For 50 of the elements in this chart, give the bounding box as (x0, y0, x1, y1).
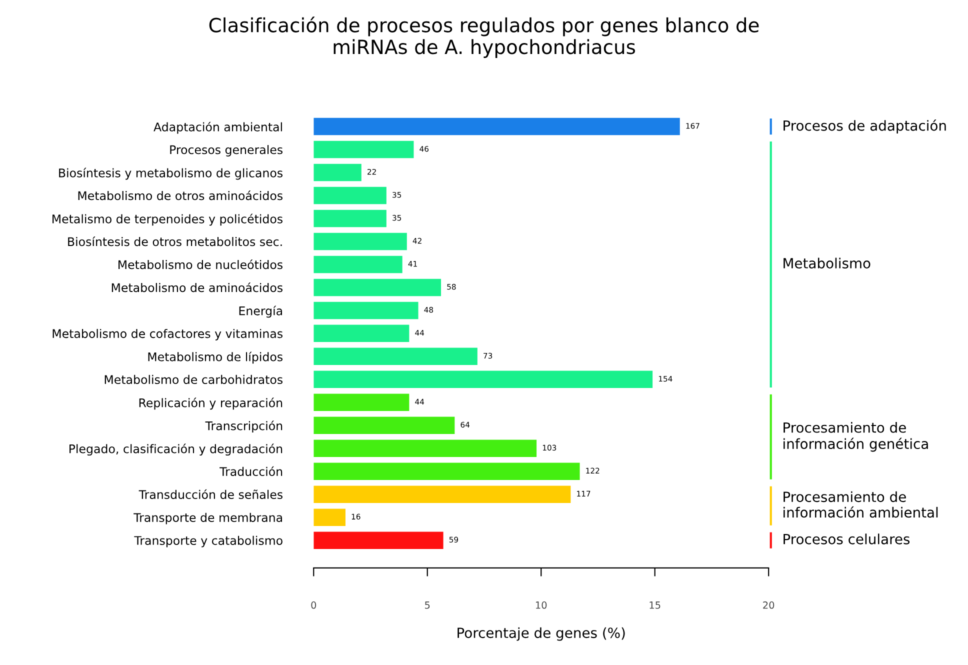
bar (314, 508, 346, 526)
y-tick-label: Transducción de señales (138, 489, 282, 499)
bar (314, 256, 402, 274)
bar (314, 164, 362, 182)
bar (314, 394, 410, 412)
bar (314, 186, 386, 204)
bar (314, 210, 386, 228)
bar (314, 140, 414, 158)
bar (314, 370, 653, 388)
bar (314, 348, 478, 366)
bar (314, 416, 455, 434)
x-tick-label: 15 (650, 602, 660, 609)
y-tick-label: Metabolismo de otros aminoácidos (78, 190, 282, 200)
y-tick-label: Transporte y catabolismo (134, 536, 282, 548)
x-tick-label: 10 (536, 601, 547, 609)
y-tick-label: Metabolismo de carbohidratos (104, 374, 282, 384)
y-tick-label: Replicación y reparación (139, 398, 282, 410)
y-tick-label: Transcripción (205, 420, 282, 433)
y-tick-label: Biosíntesis de otros metabolitos sec. (68, 236, 282, 246)
text: Metabolismo (784, 258, 870, 268)
y-tick-label: Biosíntesis y metabolismo de glicanos (59, 168, 282, 180)
y-tick-label: Plegado, clasificación y degradación (70, 444, 282, 456)
bar (314, 118, 680, 136)
text: Procesos celulares (784, 534, 910, 544)
y-tick-label: Energía (239, 306, 282, 318)
y-tick-label: Metabolismo de nucleótidos (118, 260, 282, 270)
bar (314, 532, 444, 549)
text: Procesos de adaptación (784, 120, 946, 134)
bar (314, 278, 442, 296)
text: Procesamiento de información ambiental (784, 491, 938, 518)
chart-title: Clasificación de procesos regulados por genes blanco de miRNAs de A. hypochondriacus (209, 16, 759, 58)
y-tick-label: Traducción (220, 466, 282, 476)
y-tick-label: Transporte de membrana (134, 512, 282, 524)
y-tick-label: Procesos generales (170, 145, 282, 156)
x-tick-label: 20 (763, 601, 774, 609)
y-tick-label: Adaptación ambiental (154, 122, 282, 134)
x-tick-label: 0 (311, 601, 316, 609)
y-tick-label: Metabolismo de aminoácidos (112, 282, 282, 292)
bar (314, 324, 410, 342)
y-tick-label: Metalismo de terpenoides y policétidos (52, 214, 282, 226)
bar (314, 302, 418, 320)
y-tick-label: Metabolismo de lípidos (148, 352, 282, 364)
bar (314, 232, 407, 250)
text: Procesamiento de información genética (784, 422, 928, 452)
bar (314, 486, 571, 503)
bar (314, 462, 580, 480)
y-tick-label: Metabolismo de cofactores y vitaminas (52, 328, 282, 340)
x-tick-label: 5 (425, 602, 430, 609)
bar (314, 440, 537, 457)
x-axis-title: Porcentaje de genes (%) (458, 627, 625, 641)
